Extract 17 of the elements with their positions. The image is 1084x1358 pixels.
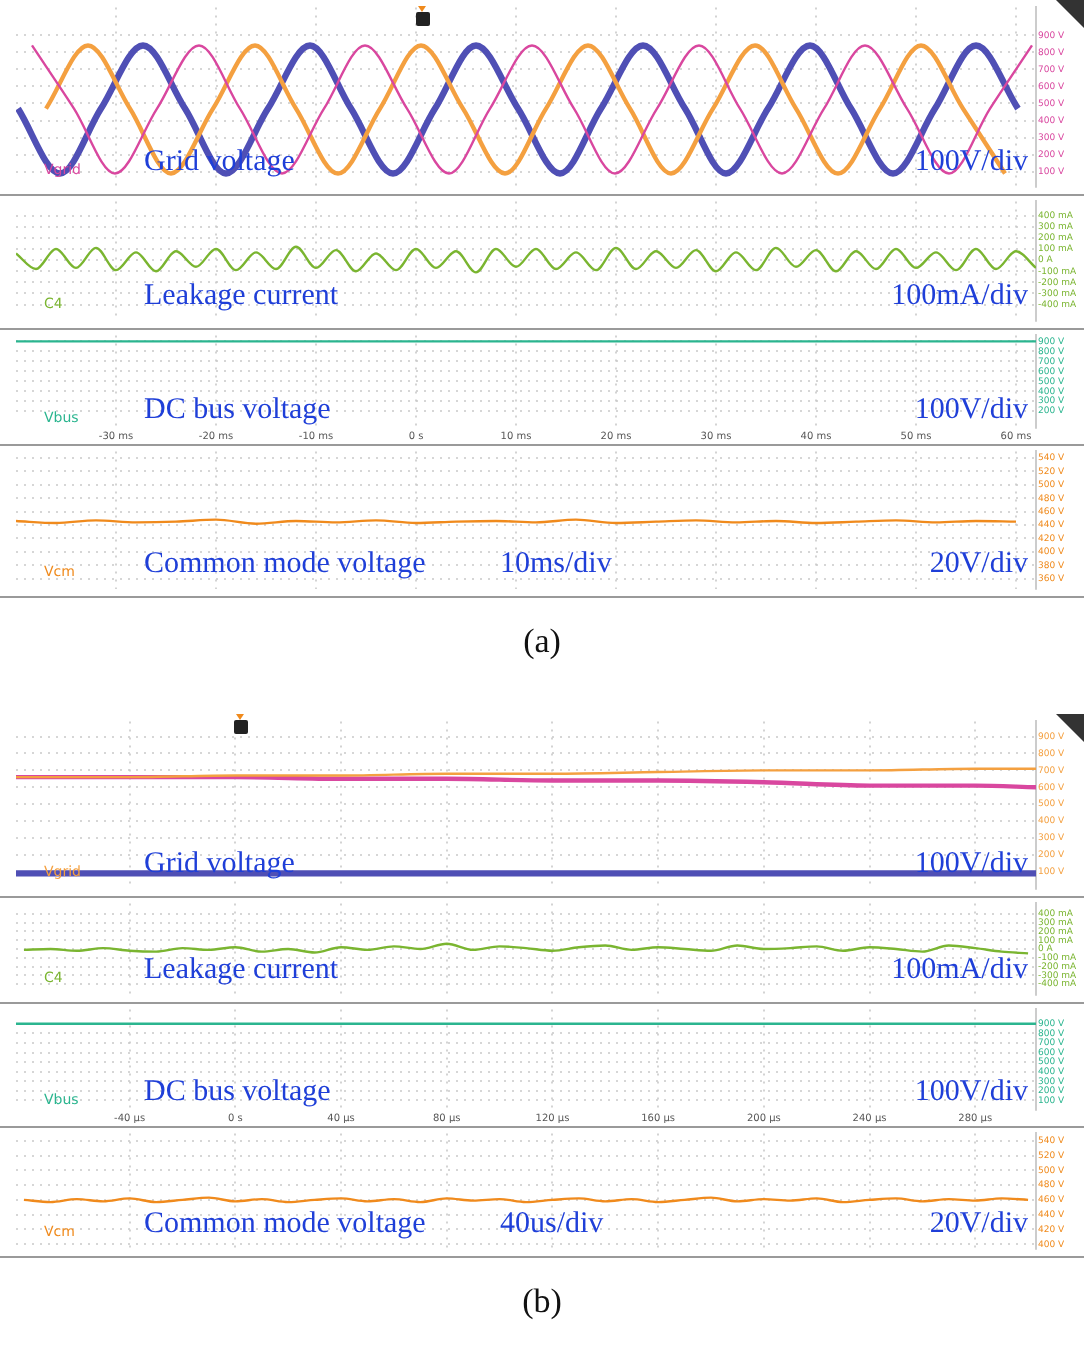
annotation: 100V/div: [914, 394, 1028, 426]
annotation: 20V/div: [929, 1208, 1028, 1240]
line-series: [16, 245, 1036, 274]
annotation: 10ms/div: [500, 548, 612, 580]
text: (a): [521, 622, 563, 660]
annotation: 40us/div: [500, 1208, 604, 1240]
annotation: DC bus voltage: [144, 394, 331, 426]
annotation: 100V/div: [914, 1076, 1028, 1108]
annotation: Leakage current: [144, 280, 339, 312]
annotation: 20V/div: [929, 548, 1028, 580]
annotation: 100mA/div: [891, 954, 1028, 986]
annotation: Common mode voltage: [144, 548, 426, 580]
annotation: Leakage current: [144, 954, 339, 986]
annotation: 100mA/div: [891, 280, 1028, 312]
annotation: DC bus voltage: [144, 1076, 331, 1108]
text: (b): [520, 1282, 564, 1320]
annotation: Common mode voltage: [144, 1208, 426, 1240]
